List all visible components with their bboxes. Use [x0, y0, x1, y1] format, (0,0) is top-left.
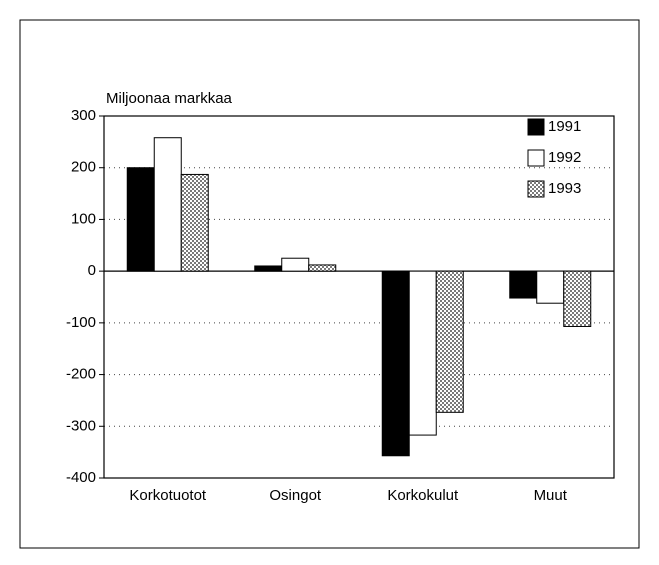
legend-swatch	[527, 118, 545, 136]
y-tick-label: -100	[66, 314, 96, 331]
y-tick-label: -400	[66, 469, 96, 486]
y-tick-label: 100	[71, 210, 96, 227]
legend-label: 1991	[548, 118, 581, 135]
legend-label: 1993	[548, 180, 581, 197]
x-tick-label: Osingot	[269, 487, 322, 504]
bar	[126, 167, 155, 272]
y-tick-label: -300	[66, 417, 96, 434]
plot-frame	[103, 115, 615, 479]
x-tick-label: Korkokulut	[387, 487, 459, 504]
bar	[381, 270, 410, 457]
bar	[408, 270, 437, 436]
bar	[308, 264, 337, 272]
x-tick-label: Korkotuotot	[129, 487, 207, 504]
bar	[281, 257, 310, 272]
bar	[180, 173, 209, 272]
bar	[536, 270, 565, 304]
y-tick-label: -200	[66, 366, 96, 383]
x-tick-label: Muut	[534, 487, 568, 504]
bar	[435, 270, 464, 413]
bar	[563, 270, 592, 327]
bar	[509, 270, 538, 299]
y-tick-label: 200	[71, 159, 96, 176]
frame	[19, 19, 640, 549]
legend-swatch	[527, 180, 545, 198]
bar	[254, 265, 283, 272]
y-axis-label: Miljoonaa markkaa	[106, 90, 233, 107]
bar	[153, 137, 182, 272]
legend-label: 1992	[548, 149, 581, 166]
legend-swatch	[527, 149, 545, 167]
y-tick-label: 300	[71, 107, 96, 124]
y-tick-label: 0	[88, 262, 96, 279]
